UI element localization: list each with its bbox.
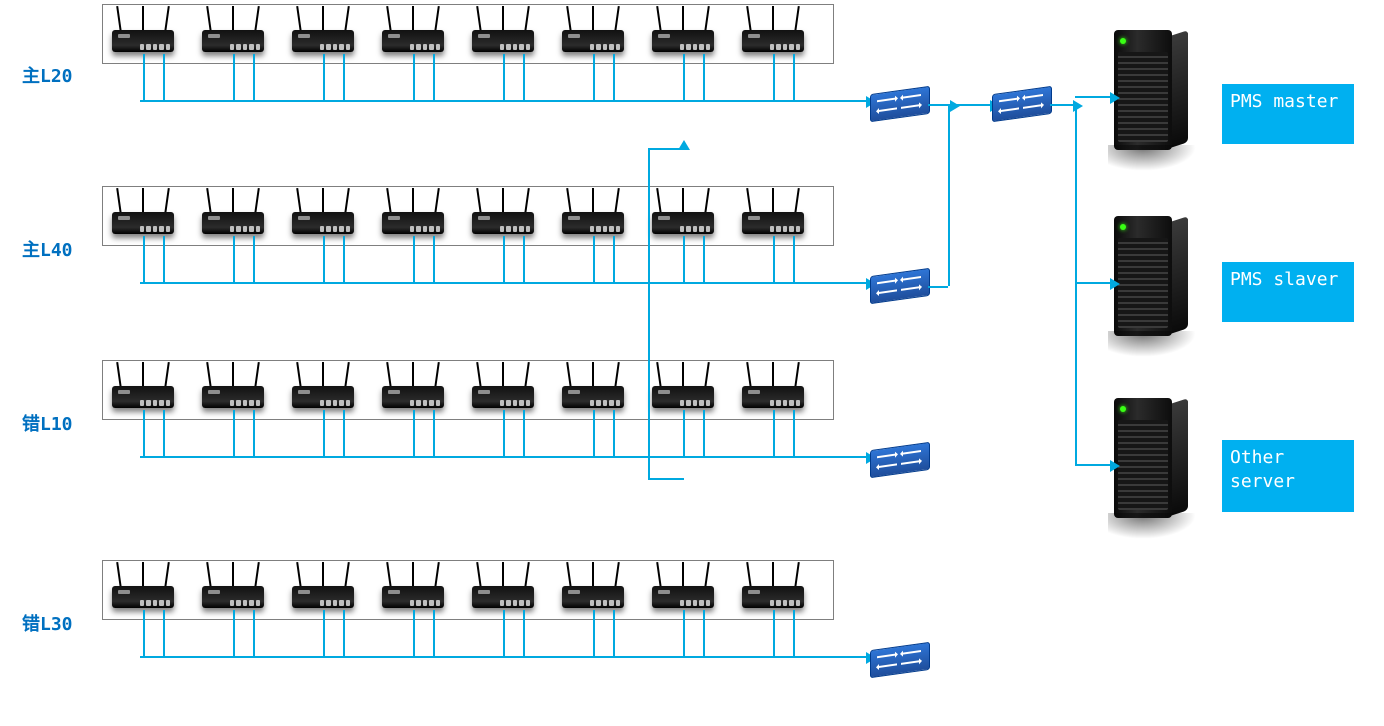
row-label: 错L30 (22, 610, 73, 636)
router-row (112, 6, 804, 62)
switch-icon (870, 642, 930, 678)
server-icon (1108, 30, 1196, 170)
router-row (112, 562, 804, 618)
network-diagram: 主L20 主L40 错L10 错L30 PMS master PMS slaver Othe… (0, 0, 1384, 726)
row-label: 主L40 (22, 236, 73, 262)
row-label: 主L20 (22, 62, 73, 88)
server-label: PMS master (1222, 84, 1354, 144)
server-icon (1108, 216, 1196, 356)
router-row (112, 188, 804, 244)
server-label: Other server (1222, 440, 1354, 512)
server-icon (1108, 398, 1196, 538)
switch-icon (870, 86, 930, 122)
server-label: PMS slaver (1222, 262, 1354, 322)
switch-icon (992, 86, 1052, 122)
row-label: 错L10 (22, 410, 73, 436)
switch-icon (870, 268, 930, 304)
switch-icon (870, 442, 930, 478)
router-row (112, 362, 804, 418)
